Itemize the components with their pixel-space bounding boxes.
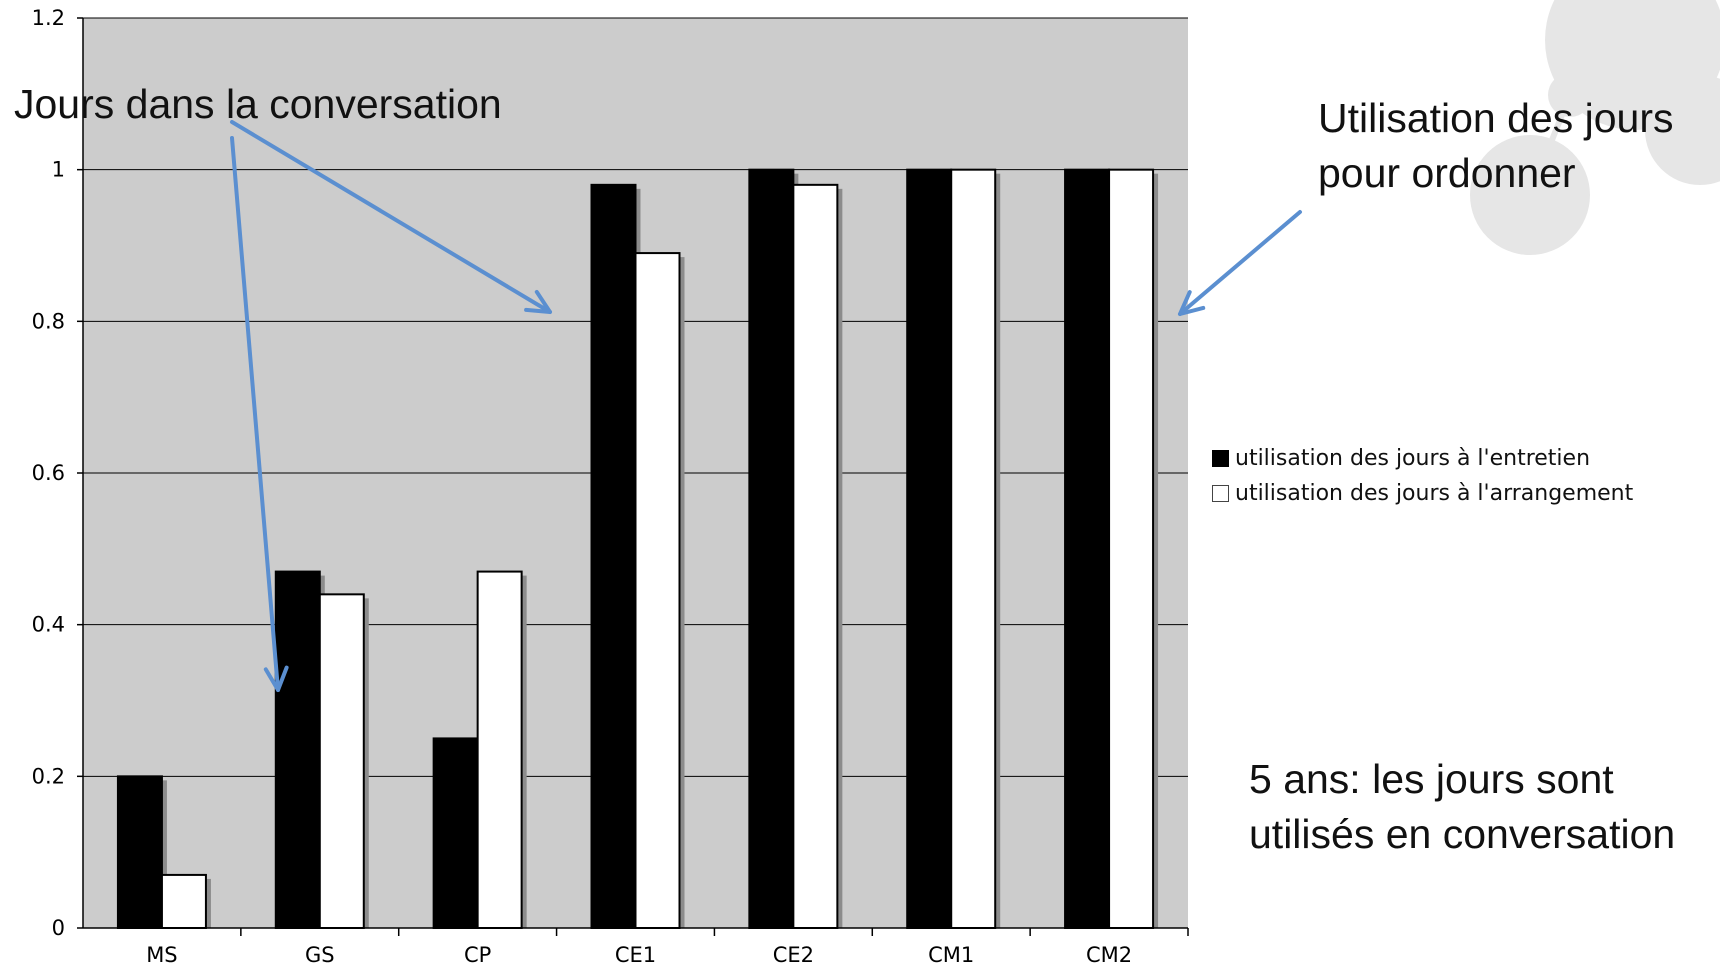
y-tick-label: 1	[52, 158, 65, 182]
legend-label: utilisation des jours à l'arrangement	[1235, 481, 1634, 506]
arrow-shaft	[230, 120, 552, 314]
arrow-to-cm2	[1178, 210, 1302, 316]
y-tick-label: 0	[52, 916, 65, 940]
y-tick-label: 0.8	[32, 309, 65, 333]
arrow-shaft	[1178, 210, 1302, 316]
bar-entretien	[590, 183, 637, 930]
annotation-bottom: 5 ans: les jours sont utilisés en conver…	[1249, 752, 1675, 862]
y-tick-label: 0.4	[32, 613, 65, 637]
bar-arrangement	[318, 593, 365, 929]
x-tick-label: CE1	[615, 943, 656, 967]
annotation-right: Utilisation des jours pour ordonner	[1318, 91, 1674, 201]
annotation-text: utilisés en conversation	[1249, 811, 1676, 857]
annotation-text: 5 ans: les jours sont	[1249, 756, 1614, 802]
annotation-arrows	[230, 120, 1302, 692]
decor-line	[1569, 92, 1701, 133]
arrow-head	[1178, 290, 1206, 316]
x-tick-label: CM2	[1086, 943, 1132, 967]
x-tick-label: CM1	[928, 943, 974, 967]
y-tick-label: 0.6	[32, 461, 65, 485]
axes: 0 0.2 0.4 0.6 0.8 1 1.2 MS GS CP CE1 CE2 CM1 CM2	[32, 6, 1189, 967]
bar-arrangement	[950, 168, 997, 929]
bar-arrangement	[1108, 168, 1155, 929]
annotation-text: pour ordonner	[1318, 150, 1576, 196]
legend-label: utilisation des jours à l'entretien	[1235, 446, 1591, 471]
legend: utilisation des jours à l'entretien util…	[1212, 441, 1633, 511]
x-tick-label: GS	[305, 943, 335, 967]
bar-entretien	[274, 570, 321, 929]
bar-entretien	[906, 168, 953, 929]
bar-arrangement	[160, 873, 207, 930]
x-tick-label: MS	[146, 943, 177, 967]
annotation-text: Utilisation des jours	[1318, 95, 1674, 141]
bar-entretien	[432, 737, 479, 930]
bar-entretien	[1064, 168, 1111, 929]
legend-swatch-black	[1212, 450, 1229, 467]
arrow-shaft	[230, 136, 280, 692]
y-tick-label: 1.2	[32, 6, 65, 30]
arrow-to-gs	[230, 136, 289, 692]
bar-arrangement	[476, 570, 523, 929]
legend-swatch-white	[1212, 485, 1229, 502]
background-decoration	[1470, 0, 1720, 255]
bars	[116, 168, 1159, 930]
y-tick-label: 0.2	[32, 764, 65, 788]
bar-entretien	[748, 168, 795, 929]
legend-item-arrangement: utilisation des jours à l'arrangement	[1212, 476, 1633, 511]
x-tick-label: CE2	[773, 943, 814, 967]
legend-item-entretien: utilisation des jours à l'entretien	[1212, 441, 1633, 476]
annotation-left: Jours dans la conversation	[14, 77, 502, 132]
arrow-to-ce1	[230, 120, 552, 314]
annotation-text: Jours dans la conversation	[14, 81, 502, 127]
arrow-head	[524, 289, 552, 314]
bar-arrangement	[634, 252, 681, 930]
decor-circle	[1645, 75, 1720, 185]
arrow-head	[263, 665, 289, 692]
bar-arrangement	[792, 183, 839, 930]
decor-line	[1527, 93, 1573, 197]
bar-entretien	[116, 775, 163, 929]
x-tick-label: CP	[464, 943, 491, 967]
